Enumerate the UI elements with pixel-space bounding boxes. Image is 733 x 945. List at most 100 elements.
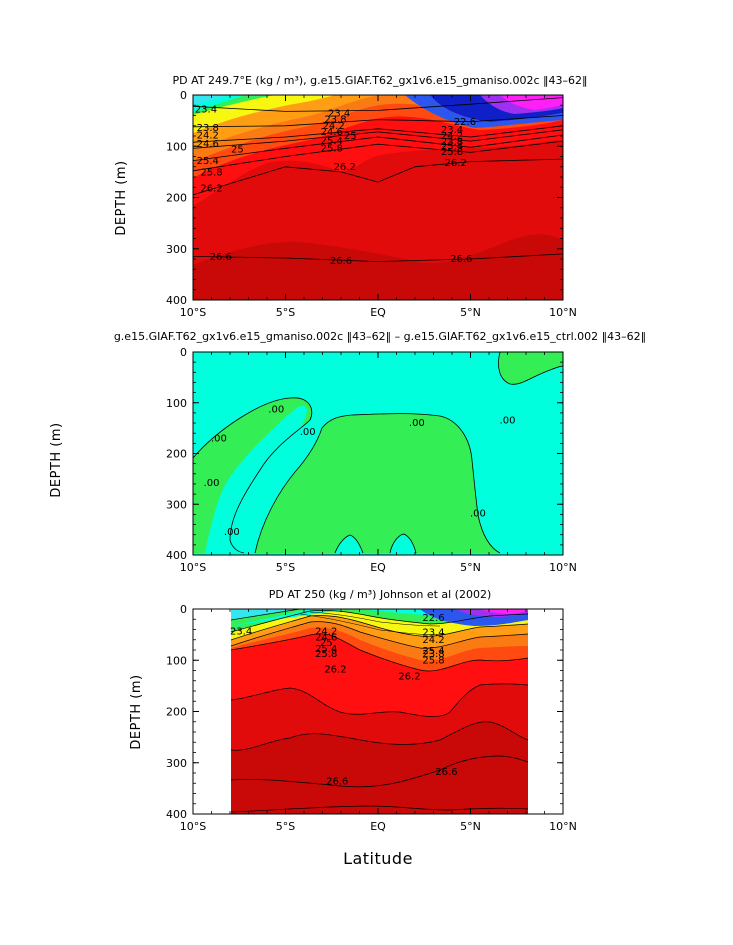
contour-label: 23.4 bbox=[230, 627, 252, 638]
isoline-23-4 bbox=[192, 97, 564, 112]
diff-positive-topright bbox=[498, 352, 563, 385]
y-tick-label: 400 bbox=[166, 808, 187, 821]
y-tick-label: 100 bbox=[166, 397, 187, 410]
contour-label: 25.8 bbox=[422, 655, 444, 666]
isoline-23-8 bbox=[192, 115, 564, 128]
y-tick-label: 200 bbox=[166, 706, 187, 719]
contour-label: 23.4 bbox=[328, 108, 350, 119]
contour-label: 24.2 bbox=[441, 131, 463, 142]
x-tick-label: 5°N bbox=[460, 820, 481, 833]
x-tick-label: 10°S bbox=[180, 561, 206, 574]
contour-label: 25 bbox=[231, 144, 244, 155]
contour-label: .00 bbox=[300, 427, 316, 438]
x-tick-label: 10°S bbox=[180, 820, 206, 833]
y-tick-label: 0 bbox=[180, 346, 187, 359]
contour-label: 23.4 bbox=[441, 125, 463, 136]
y-tick-label: 300 bbox=[166, 757, 187, 770]
diff-negative-left-tongue bbox=[193, 405, 307, 553]
contour-label: .00 bbox=[470, 508, 486, 519]
x-tick-label: EQ bbox=[370, 820, 386, 833]
contour-label: 22.6 bbox=[422, 613, 444, 624]
obs-isoline-26-2 bbox=[230, 633, 529, 672]
contour-label: 26.2 bbox=[445, 158, 467, 169]
obs-isoline-26-6 bbox=[230, 755, 529, 788]
contour-label: .00 bbox=[204, 478, 220, 489]
panel-1-ylabel: DEPTH (m) bbox=[114, 160, 129, 235]
contour-label: .00 bbox=[268, 404, 284, 415]
obs-band-magenta bbox=[480, 609, 528, 614]
diff-zero-contour-notch-right bbox=[389, 533, 417, 554]
contour-label: .00 bbox=[500, 416, 516, 427]
y-tick-label: 200 bbox=[166, 192, 187, 205]
panel-3: PD AT 250 (kg / m³) Johnson et al (2002) bbox=[129, 588, 577, 868]
x-tick-label: 5°S bbox=[276, 820, 295, 833]
contour-label: 26.6 bbox=[435, 767, 457, 778]
x-tick-label: 5°N bbox=[460, 561, 481, 574]
x-tick-label: EQ bbox=[370, 561, 386, 574]
x-tick-label: 5°N bbox=[460, 306, 481, 319]
y-tick-label: 400 bbox=[166, 549, 187, 562]
contour-label: 24.2 bbox=[422, 635, 444, 646]
panel-2-axes: 10°S 5°S EQ 5°N 10°N 0 100 200 300 400 bbox=[166, 346, 577, 574]
contour-label: 24.2 bbox=[315, 627, 337, 638]
contour-label: 25.4 bbox=[422, 646, 444, 657]
band-yellow bbox=[193, 95, 563, 133]
contour-label: 26.2 bbox=[324, 664, 346, 675]
isoline-25-4 bbox=[192, 134, 564, 161]
diff-negative-notch-left bbox=[335, 535, 363, 553]
contour-label: .00 bbox=[224, 527, 240, 538]
panel-3-ylabel: DEPTH (m) bbox=[129, 674, 144, 749]
panel-1-contour-labels: 23.423.824.224.6 2525.425.826.223.423.824… bbox=[195, 104, 476, 267]
contour-label: .00 bbox=[409, 418, 425, 429]
contour-label: 26.2 bbox=[398, 672, 420, 683]
contour-label: 23.4 bbox=[195, 104, 217, 115]
x-tick-label: EQ bbox=[370, 306, 386, 319]
panel-3-title: PD AT 250 (kg / m³) Johnson et al (2002) bbox=[269, 588, 492, 601]
contour-label: 26.6 bbox=[326, 777, 348, 788]
y-tick-label: 400 bbox=[166, 294, 187, 307]
contour-label: 23.8 bbox=[197, 123, 219, 134]
contour-label: 25 bbox=[344, 131, 357, 142]
y-tick-label: 300 bbox=[166, 243, 187, 256]
contour-label: 25.4 bbox=[441, 141, 463, 152]
panel-3-field bbox=[231, 609, 528, 814]
panel-2-field bbox=[193, 352, 563, 555]
y-tick-label: 0 bbox=[180, 603, 187, 616]
contour-label: 24.6 bbox=[315, 633, 337, 644]
contour-label: 25.4 bbox=[315, 644, 337, 655]
contour-label: 25.8 bbox=[200, 167, 222, 178]
isoline-25 bbox=[192, 129, 564, 149]
contour-label: .00 bbox=[211, 433, 227, 444]
contour-label: 25 bbox=[320, 638, 333, 649]
contour-label: 24.6 bbox=[321, 127, 343, 138]
contour-label: 24.2 bbox=[322, 121, 344, 132]
contour-label: 26.2 bbox=[334, 162, 356, 173]
x-tick-label: 5°S bbox=[276, 561, 295, 574]
contour-label: 26.2 bbox=[200, 183, 222, 194]
panel-1-title: PD AT 249.7°E (kg / m³), g.e15.GIAF.T62_… bbox=[172, 74, 587, 87]
panel-3-isolines bbox=[230, 608, 529, 813]
diff-zero-contour-notch-left bbox=[334, 534, 364, 554]
band-blue bbox=[405, 95, 563, 128]
x-tick-label: 5°S bbox=[276, 306, 295, 319]
x-tick-label: 10°N bbox=[549, 306, 577, 319]
isoline-26-2 bbox=[192, 158, 564, 196]
contour-label: 24.2 bbox=[197, 130, 219, 141]
contour-label: 24.6 bbox=[197, 139, 219, 150]
y-tick-label: 200 bbox=[166, 448, 187, 461]
panel-3-axes: 10°S 5°S EQ 5°N 10°N 0 100 200 300 400 bbox=[166, 603, 577, 833]
contour-label: 25.8 bbox=[315, 649, 337, 660]
diff-zero-contour-left bbox=[192, 397, 313, 554]
contour-label: 25.8 bbox=[441, 147, 463, 158]
contour-label: 23.4 bbox=[422, 628, 444, 639]
panel-1-axes: 10°S 5°S EQ 5°N 10°N 0 100 200 300 400 bbox=[166, 89, 577, 319]
contour-label: 23.8 bbox=[422, 649, 444, 660]
panel-2-isolines bbox=[192, 351, 564, 554]
contour-label: 22.6 bbox=[454, 117, 476, 128]
panel-1-field bbox=[193, 95, 563, 300]
contour-label: 26.6 bbox=[210, 252, 232, 263]
isoline-25-8 bbox=[192, 140, 564, 172]
contour-label: 23.8 bbox=[324, 115, 346, 126]
panel-2-ylabel: DEPTH (m) bbox=[49, 422, 64, 497]
